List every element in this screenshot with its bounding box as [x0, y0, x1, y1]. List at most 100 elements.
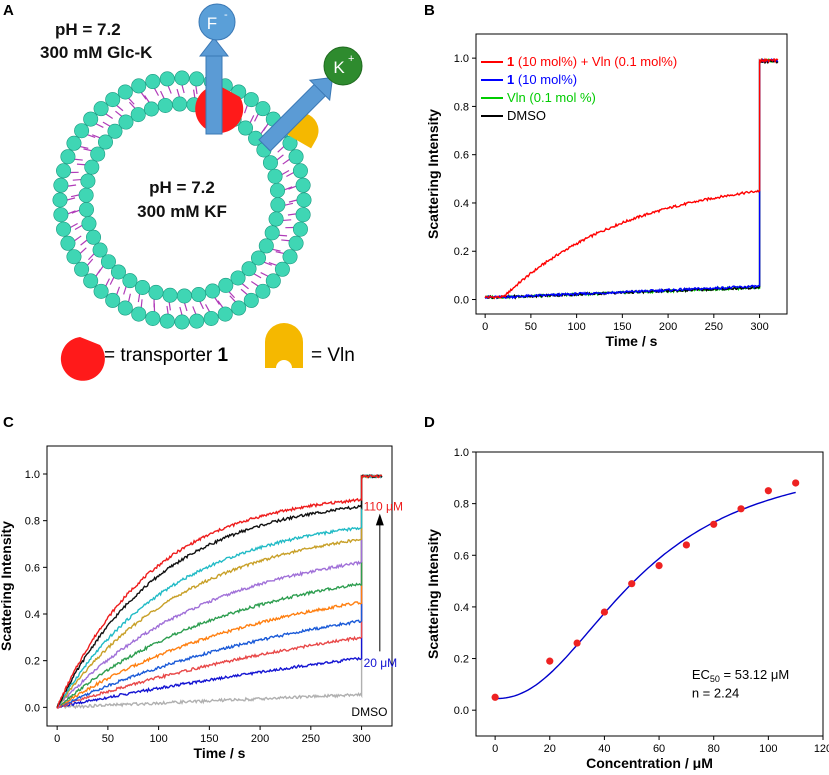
y-tick-label: 1.0	[25, 469, 40, 481]
lipid-head	[61, 236, 75, 250]
lipid-head	[119, 115, 133, 129]
x-tick-label: 150	[613, 321, 631, 333]
lipid-head	[296, 178, 310, 192]
lipid-head	[293, 222, 307, 236]
lipid-head	[144, 102, 158, 116]
data-point	[710, 521, 717, 528]
lipid-head	[67, 136, 81, 150]
lipid-tail	[193, 306, 196, 314]
lipid-tail	[281, 240, 289, 241]
x-axis-title: Time / s	[606, 333, 658, 349]
lipid-tail	[87, 259, 92, 265]
lipid-head	[56, 222, 70, 236]
lipid-head	[135, 280, 149, 294]
lipid-head	[82, 216, 96, 230]
lipid-tail	[230, 296, 236, 302]
annotation-20uM: 20 μM	[364, 656, 398, 670]
lipid-tail	[161, 91, 165, 98]
y-tick-label: 0.6	[454, 550, 469, 562]
plot-frame	[476, 452, 823, 736]
legend-name: DMSO	[507, 108, 546, 123]
annotation-110uM: 110 μM	[364, 500, 403, 514]
lipid-head	[175, 71, 189, 85]
lipid-tail	[74, 236, 81, 241]
hill-n-annotation: n = 2.24	[692, 685, 739, 700]
lipid-head	[93, 243, 107, 257]
x-tick-label: 20	[544, 743, 556, 755]
y-axis-title: Scattering Intensity	[0, 521, 14, 651]
x-tick-label: 100	[567, 321, 585, 333]
lipid-tail	[261, 127, 266, 134]
ec50-annotation: EC50 = 53.12 μM	[692, 667, 789, 684]
series-line-1	[57, 475, 382, 708]
legend-name: (10 mol%) + Vln (0.1 mol%)	[514, 54, 677, 69]
lipid-tail	[250, 115, 254, 122]
panel-letter-a: A	[3, 2, 14, 19]
lipid-tail	[168, 86, 171, 94]
lipid-tail	[182, 85, 184, 93]
lipid-head	[268, 169, 282, 183]
legend-label: 1 (10 mol%) + Vln (0.1 mol%)	[507, 54, 677, 69]
lipid-tail	[138, 294, 139, 302]
lipid-head	[118, 85, 132, 99]
data-point	[765, 487, 772, 494]
lipid-head	[94, 284, 108, 298]
lipid-head	[270, 183, 284, 197]
data-point	[792, 479, 799, 486]
lipid-tail	[285, 203, 293, 205]
lipid-head	[160, 314, 174, 328]
lipid-head	[54, 178, 68, 192]
data-point	[737, 505, 744, 512]
lipid-head	[266, 274, 280, 288]
lipid-head	[296, 208, 310, 222]
outside-ph-label: pH = 7.2	[55, 20, 121, 39]
y-tick-label: 0.4	[454, 602, 469, 614]
annotation-dmso: DMSO	[351, 705, 387, 719]
lipid-head	[204, 311, 218, 325]
lipid-tail	[80, 147, 88, 149]
y-tick-label: 0.4	[454, 198, 469, 210]
lipid-tail	[103, 122, 110, 126]
lipid-head	[231, 271, 245, 285]
lipid-tail	[272, 249, 280, 251]
lipid-tail	[245, 105, 248, 113]
y-tick-label: 0.4	[25, 609, 40, 621]
lipid-head	[263, 156, 277, 170]
lipid-tail	[185, 303, 187, 311]
x-tick-label: 200	[659, 321, 677, 333]
lipid-tail	[106, 279, 110, 286]
lipid-tail	[206, 304, 210, 311]
lipid-tail	[83, 149, 91, 151]
data-point	[492, 694, 499, 701]
y-tick-label: 0.2	[454, 654, 469, 666]
lipid-tail	[80, 248, 86, 254]
x-tick-label: 40	[598, 743, 610, 755]
lipid-tail	[251, 281, 258, 286]
lipid-tail	[177, 89, 179, 97]
lipid-tail	[283, 159, 290, 164]
lipid-head	[289, 150, 303, 164]
lipid-head	[205, 284, 219, 298]
x-tick-label: 50	[102, 733, 114, 745]
lipid-head	[244, 92, 258, 106]
lipid-tail	[286, 172, 293, 176]
lipid-tail	[88, 254, 94, 260]
lipid-head	[297, 193, 311, 207]
lipid-tail	[194, 90, 195, 98]
y-tick-label: 0.0	[454, 705, 469, 717]
lipid-head	[190, 72, 204, 86]
lipid-tail	[289, 200, 297, 202]
vesicle-membrane	[53, 71, 311, 329]
lipid-tail	[71, 195, 79, 197]
y-tick-label: 0.8	[454, 499, 469, 511]
ec50-subscript: 50	[710, 674, 720, 684]
lipid-tail	[167, 306, 168, 314]
lipid-head	[67, 249, 81, 263]
lipid-tail	[115, 111, 121, 116]
lipid-head	[83, 112, 97, 126]
lipid-head	[94, 101, 108, 115]
x-tick-label: 0	[492, 743, 498, 755]
x-tick-label: 300	[750, 321, 768, 333]
